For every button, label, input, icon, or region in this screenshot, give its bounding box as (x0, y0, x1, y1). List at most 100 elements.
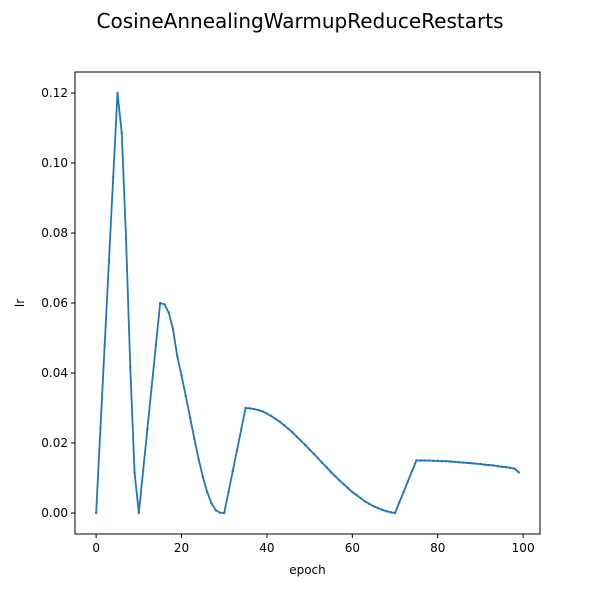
data-point (462, 461, 465, 464)
data-point (325, 466, 328, 469)
data-point (278, 420, 281, 423)
data-point (124, 237, 128, 240)
y-tick-label: 0.10 (41, 156, 68, 170)
data-point (112, 175, 115, 179)
data-point (483, 463, 486, 466)
x-tick-label: 40 (259, 541, 274, 555)
data-point (389, 511, 392, 514)
data-point (141, 469, 145, 473)
data-point (274, 417, 277, 421)
data-point (517, 471, 521, 474)
x-axis-label: epoch (289, 563, 326, 577)
data-point (133, 471, 136, 474)
data-point (474, 462, 478, 465)
data-point (158, 301, 162, 305)
data-point (214, 509, 217, 512)
data-point (223, 511, 226, 515)
data-point (368, 502, 371, 506)
data-point (308, 448, 311, 451)
data-point (150, 385, 153, 389)
data-point (342, 483, 345, 486)
data-point (188, 416, 192, 419)
data-point (363, 500, 367, 503)
data-point (492, 464, 495, 467)
data-point (393, 511, 397, 515)
y-tick-label: 0.04 (41, 366, 68, 380)
data-point (513, 467, 516, 470)
data-point (355, 493, 358, 497)
data-point (440, 460, 444, 463)
data-point (334, 475, 337, 478)
data-point (338, 479, 341, 482)
data-point (227, 490, 230, 494)
data-point (171, 328, 175, 331)
data-point (261, 410, 264, 413)
data-point (252, 407, 256, 411)
data-point (176, 355, 179, 358)
data-point (496, 464, 499, 468)
data-point (129, 366, 132, 369)
data-point (270, 414, 273, 418)
data-point (146, 427, 149, 431)
data-point (415, 459, 418, 462)
y-tick-label: 0.12 (41, 86, 68, 100)
data-point (295, 435, 299, 438)
data-point (205, 490, 209, 494)
data-point (385, 510, 388, 513)
data-point (94, 511, 98, 515)
data-point (436, 459, 439, 463)
data-point (184, 394, 188, 398)
data-point (487, 463, 491, 467)
data-point (116, 91, 119, 95)
data-point (167, 311, 170, 314)
data-point (299, 439, 303, 443)
data-point (479, 462, 482, 466)
data-point (257, 408, 260, 412)
data-point (372, 505, 375, 508)
data-point (346, 486, 350, 490)
data-point (103, 343, 106, 347)
data-point (287, 427, 290, 430)
data-point (193, 437, 196, 440)
data-point (210, 502, 213, 505)
chart-title: CosineAnnealingWarmupReduceRestarts (97, 9, 504, 33)
y-tick-label: 0.06 (41, 296, 68, 310)
data-point (402, 490, 405, 494)
data-point (398, 501, 401, 504)
data-point (504, 465, 508, 469)
data-point (427, 459, 431, 462)
data-point (291, 431, 294, 434)
x-tick-label: 80 (430, 541, 445, 555)
y-tick-label: 0.02 (41, 436, 68, 450)
data-point (99, 427, 102, 431)
data-point (321, 461, 324, 465)
data-point (457, 461, 461, 464)
data-point (376, 506, 380, 510)
data-point (163, 303, 166, 306)
data-point (381, 508, 384, 512)
x-tick-label: 60 (345, 541, 360, 555)
data-point (410, 469, 414, 473)
data-point (231, 469, 234, 473)
data-point (137, 511, 141, 515)
data-point (466, 461, 469, 465)
y-tick-label: 0.08 (41, 226, 68, 240)
x-tick-label: 20 (174, 541, 189, 555)
y-axis-label: lr (13, 299, 27, 307)
data-point (248, 407, 252, 410)
plot-area (94, 91, 521, 515)
x-tick-label: 100 (512, 541, 535, 555)
data-point (304, 443, 307, 447)
data-point (453, 460, 457, 464)
data-point (406, 480, 410, 483)
data-point (180, 374, 183, 377)
data-point (312, 452, 316, 456)
data-point (240, 427, 243, 431)
data-point (201, 475, 205, 479)
data-point (432, 459, 435, 463)
data-point (329, 470, 333, 474)
data-point (282, 423, 286, 427)
data-point (154, 343, 158, 347)
